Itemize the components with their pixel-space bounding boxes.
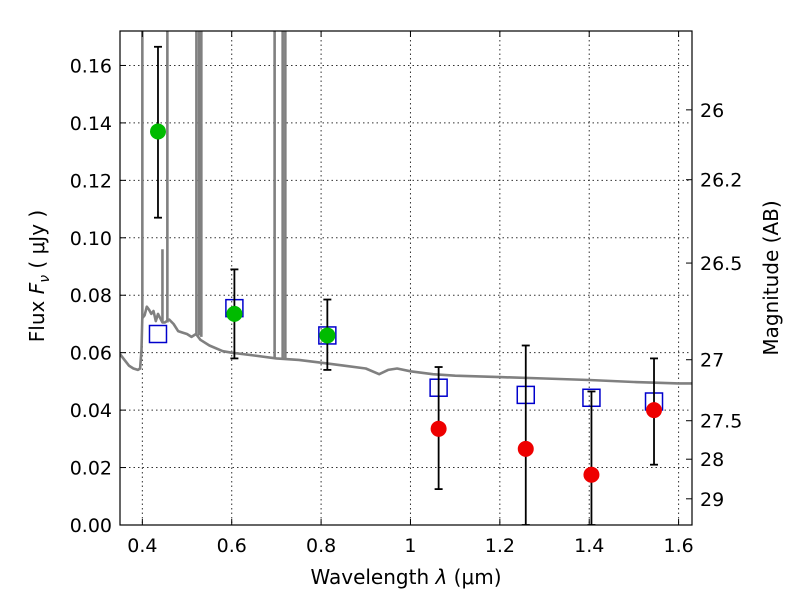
y-tick-label: 0.14 [70, 113, 112, 135]
photometry-point [226, 305, 243, 322]
x-axis-label: Wavelength λ (μm) [310, 565, 501, 589]
y2-tick-label: 29 [700, 489, 724, 511]
plot-area [120, 31, 692, 525]
y-tick-label: 0.00 [70, 515, 112, 537]
y-tick-label: 0.08 [70, 285, 112, 307]
x-tick-label: 1.4 [574, 535, 604, 557]
x-tick-label: 1.6 [663, 535, 693, 557]
y2-tick-label: 26.2 [700, 170, 742, 192]
y2-tick-label: 27 [700, 350, 724, 372]
x-tick-label: 0.6 [217, 535, 247, 557]
y2-tick-label: 27.5 [700, 411, 742, 433]
right-axis-label: Magnitude (AB) [759, 200, 783, 355]
axes-ticks: 0.4 0.6 0.8 1 1.2 1.4 1.6 0.00 0.02 0.04 0.06 0.08 0… [70, 31, 742, 557]
x-tick-label: 0.8 [306, 535, 336, 557]
y2-tick-label: 26.5 [700, 253, 742, 275]
y-tick-label: 0.04 [70, 400, 112, 422]
photometry-point [583, 466, 600, 483]
y2-tick-label: 26 [700, 100, 724, 122]
photometry-point [517, 440, 534, 457]
model-square-marker [148, 324, 168, 344]
photometry-point [646, 402, 663, 419]
x-tick-label: 1.2 [485, 535, 515, 557]
plot-frame [119, 30, 693, 526]
x-tick-label: 1 [404, 535, 416, 557]
spectrum-line [120, 305, 692, 385]
y-tick-label: 0.16 [70, 55, 112, 77]
photometry-point [149, 123, 166, 140]
photometry-point [430, 420, 447, 437]
y-axis-label: Flux Fν ( μJy ) [25, 210, 53, 342]
y-tick-label: 0.12 [70, 170, 112, 192]
y-tick-label: 0.06 [70, 343, 112, 365]
grid [120, 31, 692, 526]
y-tick-label: 0.02 [70, 458, 112, 480]
photometry-point [319, 327, 336, 344]
x-tick-label: 0.4 [127, 535, 157, 557]
y2-tick-label: 28 [700, 449, 724, 471]
y-tick-label: 0.10 [70, 228, 112, 250]
